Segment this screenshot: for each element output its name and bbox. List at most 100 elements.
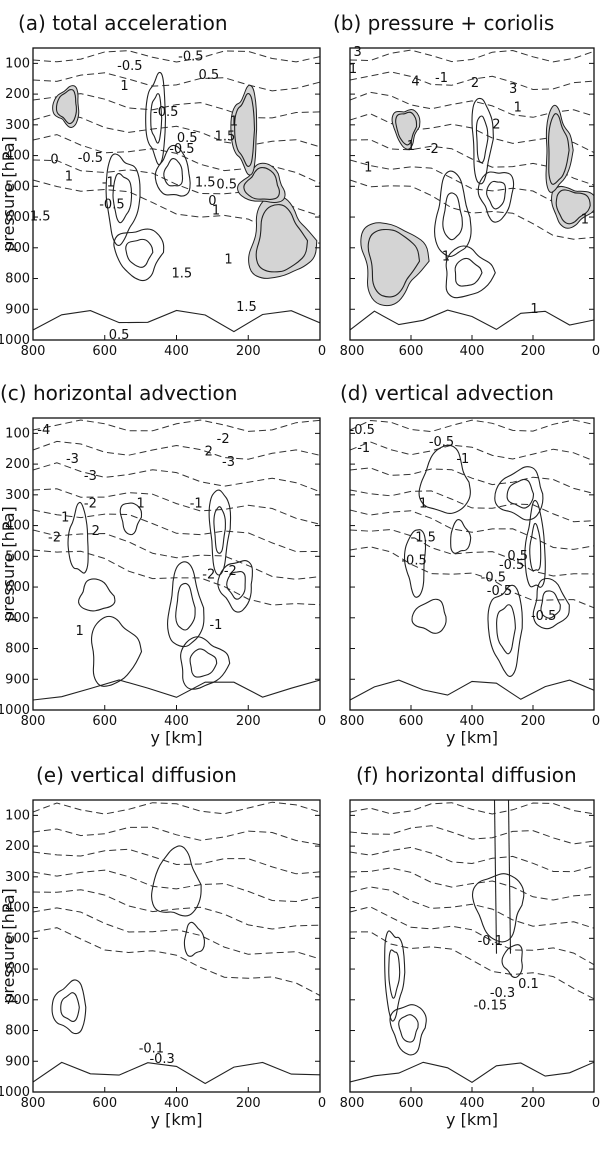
x-tick-label: 800 (21, 714, 46, 729)
contour-label: -0.5 (99, 197, 124, 212)
contour-label: 0.5 (507, 549, 528, 564)
surface-contour (350, 1061, 594, 1083)
contour-label: -2 (224, 564, 237, 579)
solid-contour (175, 582, 196, 631)
solid-contour (548, 113, 570, 185)
contour-label: -0.15 (473, 998, 507, 1013)
solid-contour (496, 604, 516, 655)
solid-contour (112, 173, 133, 224)
y-axis-label: pressure [hPa] (0, 506, 18, 622)
contour-label: -2 (426, 142, 439, 157)
solid-contour (60, 992, 80, 1022)
contour-label: -2 (217, 432, 230, 447)
contour-label: 2 (92, 524, 100, 539)
dashed-contour (350, 825, 594, 845)
solid-contour (388, 949, 401, 999)
solid-contour (493, 800, 498, 954)
contour-field (33, 50, 320, 333)
y-tick-label: 800 (5, 642, 30, 657)
x-axis-label: y [km] (151, 1110, 203, 1129)
solid-contour (125, 238, 154, 268)
solid-contour (487, 584, 523, 677)
panel-f: -0.1 0.1-0.3-0.15 800 600 400 200 0 (f) horizon… (340, 763, 601, 1129)
dashed-contour (350, 906, 594, 966)
solid-contour (105, 153, 141, 246)
x-axis-label: y [km] (446, 1110, 498, 1129)
dashed-contour (33, 112, 320, 148)
contour-label: 0 (50, 153, 58, 168)
contour-label: -1 (190, 497, 203, 512)
contour-label: -0.3 (490, 986, 515, 1001)
solid-contour (78, 578, 116, 612)
panel-d: -0.5-1 -0.5-11-1.5-0.5 -0.50.5-0.5-0.5-0.5… (340, 381, 601, 747)
contour-label: -0.5 (78, 151, 103, 166)
contour-label: 1.5 (236, 300, 257, 315)
y-tick-label: 300 (5, 488, 30, 503)
contour-label: 0.5 (216, 177, 237, 192)
shaded-contour (545, 104, 574, 193)
y-tick-label: 400 (5, 519, 30, 534)
solid-contour (411, 598, 447, 634)
dashed-contour (33, 509, 320, 553)
y-tick-label: 500 (5, 179, 30, 194)
contour-label: 0.5 (109, 328, 130, 343)
panel-title: (b) pressure + coriolis (333, 11, 554, 35)
x-tick-label: 400 (460, 344, 485, 359)
shaded-contour (360, 222, 430, 307)
dashed-contour (350, 931, 594, 1000)
contour-label: -2 (48, 530, 61, 545)
solid-contour (471, 97, 494, 185)
contour-label: 0 (208, 194, 216, 209)
y-tick-label: 100 (5, 426, 30, 441)
solid-contour (183, 921, 205, 957)
dashed-contour (350, 509, 594, 550)
dashed-contour (33, 93, 320, 119)
dashed-contour (350, 886, 594, 929)
dashed-contour (33, 72, 320, 92)
dashed-contour (350, 467, 594, 494)
y-tick-label: 500 (5, 931, 30, 946)
contour-label: -0.5 (429, 435, 454, 450)
dashed-contour (350, 802, 594, 815)
dashed-contour (33, 907, 320, 960)
x-tick-label: 0 (318, 714, 326, 729)
dashed-contour (33, 801, 320, 815)
contour-label: -1 (209, 618, 222, 633)
contour-label: -0.5 (178, 50, 203, 65)
x-tick-label: 0 (592, 1096, 600, 1111)
y-tick-label: 400 (5, 901, 30, 916)
y-tick-label: 400 (5, 149, 30, 164)
y-axis-label: pressure [hPa] (0, 888, 18, 1004)
contour-label: 2 (492, 117, 500, 132)
solid-contour (555, 189, 591, 225)
contour-label: -0.3 (149, 1052, 174, 1067)
dashed-contour (350, 49, 594, 63)
dashed-contour (33, 462, 320, 493)
solid-contour (395, 111, 418, 146)
surface-contour (350, 309, 594, 331)
solid-contour (506, 478, 535, 509)
contour-field (350, 800, 594, 1083)
solid-contour (540, 590, 561, 619)
solid-contour (486, 180, 507, 210)
contour-label: -1 (435, 71, 448, 86)
panel-e: -0.1-0.3 800 600 400 200 0 100 200 300 400 500 600 7… (0, 763, 326, 1129)
contour-label: 1 (514, 100, 522, 115)
dashed-contour (350, 528, 594, 577)
contour-label: -0.5 (499, 558, 524, 573)
y-tick-label: 1000 (0, 333, 30, 348)
contour-label: 1 (407, 139, 415, 154)
solid-contour (208, 489, 232, 576)
contour-label: 1 (212, 203, 220, 218)
solid-contour (477, 171, 515, 223)
dashed-contour (33, 440, 320, 460)
y-tick-label: 300 (5, 870, 30, 885)
x-tick-label: 600 (399, 344, 424, 359)
contour-label: -2 (84, 497, 97, 512)
contour-label: -0.1 (139, 1041, 164, 1056)
y-tick-label: 300 (5, 118, 30, 133)
solid-contour (180, 636, 231, 690)
dashed-contour (350, 867, 594, 901)
shaded-contour (551, 185, 594, 229)
